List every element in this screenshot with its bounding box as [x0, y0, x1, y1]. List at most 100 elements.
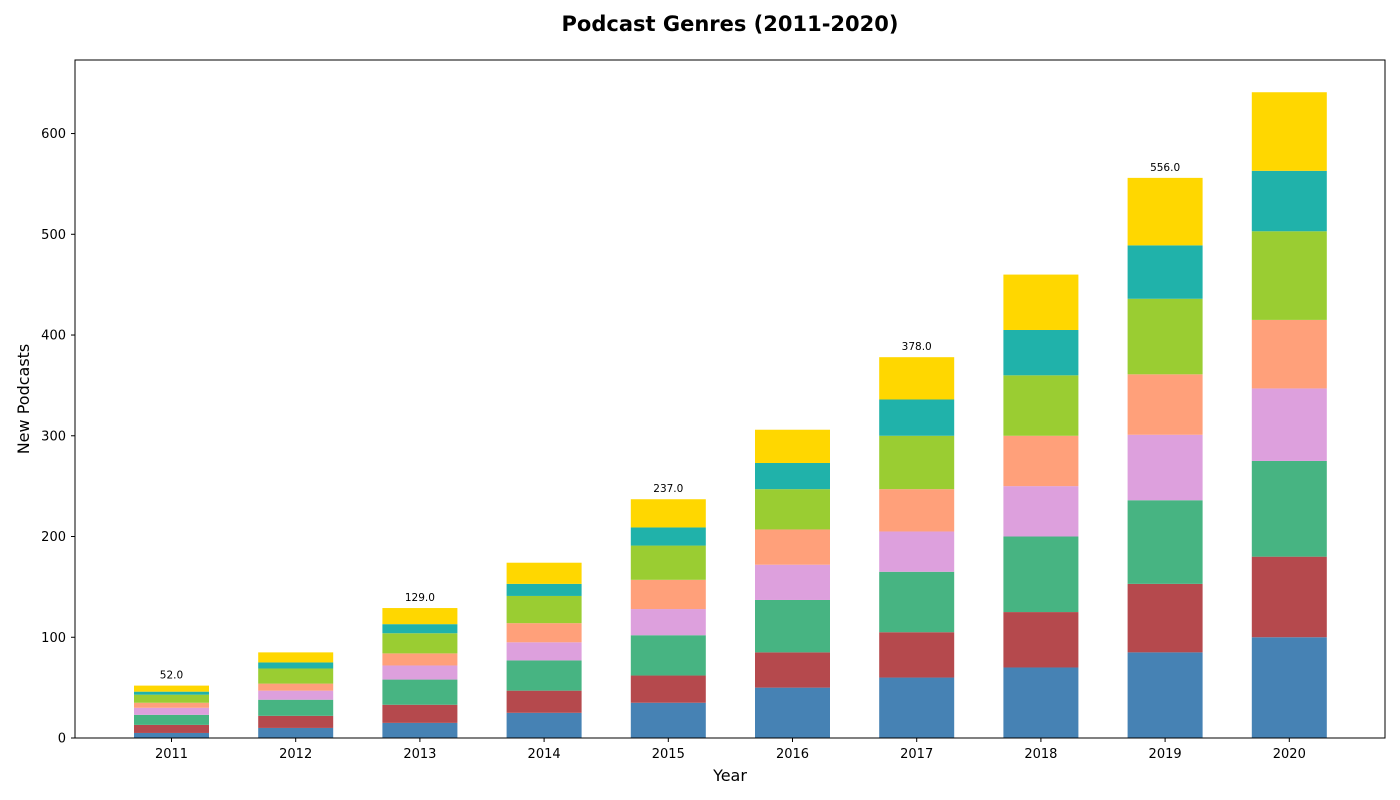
bar-segment-2015-s5 [630, 579, 706, 610]
bar-segment-2016-s2 [755, 652, 830, 688]
bar-segment-2020-s3 [1251, 460, 1327, 557]
y-tick-label-0: 0 [58, 732, 66, 747]
bar-segment-2012-s7 [258, 662, 334, 669]
bar-segment-2020-s2 [1251, 556, 1327, 638]
bar-segment-2018-s6 [1003, 375, 1079, 436]
bar-segment-2015-s7 [630, 527, 706, 546]
bar-segment-2020-s7 [1251, 170, 1327, 232]
bar-segment-2019-s4 [1127, 434, 1203, 501]
bar-segment-2019-s5 [1127, 374, 1203, 435]
x-tick-label-2016: 2016 [776, 747, 809, 762]
total-label-2015: 237.0 [653, 483, 683, 495]
x-tick-label-2019: 2019 [1149, 747, 1182, 762]
bar-segment-2012-s1 [258, 727, 334, 738]
bar-segment-2014-s2 [506, 690, 582, 713]
x-tick-label-2015: 2015 [652, 747, 685, 762]
bar-segment-2018-s8 [1003, 274, 1079, 330]
x-tick-label-2012: 2012 [279, 747, 312, 762]
bar-segment-2018-s3 [1003, 536, 1079, 613]
bar-segment-2013-s6 [382, 633, 458, 654]
bar-segment-2012-s5 [258, 683, 334, 691]
x-axis: 2011 2012 2013 2014 2015 2016 2017 2018 2019 2020 [155, 738, 1306, 762]
bar-segment-2016-s1 [755, 687, 830, 738]
bar-segment-2011-s2 [134, 724, 209, 733]
bar-segment-2020-s5 [1251, 319, 1327, 389]
bar-segment-2014-s5 [506, 623, 582, 643]
bar-segment-2016-s8 [755, 429, 830, 463]
bar-segment-2020-s6 [1251, 231, 1327, 320]
chart-title: Podcast Genres (2011-2020) [562, 12, 899, 36]
bar-segment-2016-s6 [755, 489, 830, 530]
total-label-2017: 378.0 [902, 341, 932, 353]
bar-segment-2013-s7 [382, 624, 458, 634]
y-tick-label-500: 500 [41, 228, 66, 243]
x-axis-label: Year [712, 766, 747, 785]
bar-segment-2017-s1 [879, 677, 955, 738]
bar-segment-2015-s6 [630, 545, 706, 580]
bar-segment-2014-s4 [506, 642, 582, 661]
bar-segment-2018-s4 [1003, 486, 1079, 537]
bar-segment-2013-s4 [382, 665, 458, 680]
bar-segment-2017-s3 [879, 571, 955, 633]
bar-segment-2015-s3 [630, 635, 706, 676]
bar-segment-2017-s4 [879, 531, 955, 572]
bar-segment-2019-s6 [1127, 298, 1203, 375]
bar-segment-2018-s7 [1003, 329, 1079, 376]
bar-segment-2016-s3 [755, 599, 830, 653]
y-tick-label-100: 100 [41, 631, 66, 646]
bar-segment-2015-s1 [630, 702, 706, 738]
bar-segment-2015-s2 [630, 675, 706, 703]
bar-segment-2012-s4 [258, 690, 334, 700]
bar-segment-2016-s7 [755, 462, 830, 490]
bar-segment-2011-s6 [134, 694, 209, 703]
bar-segment-2012-s8 [258, 652, 334, 663]
bar-segment-2019-s1 [1127, 652, 1203, 738]
x-tick-label-2018: 2018 [1024, 747, 1057, 762]
y-axis: 0 100 200 300 400 500 600 [41, 127, 75, 747]
bar-segment-2011-s8 [134, 685, 209, 692]
bar-segment-2014-s8 [506, 562, 582, 584]
bar-segment-2014-s6 [506, 595, 582, 624]
bar-segment-2020-s8 [1251, 92, 1327, 171]
bar-segment-2015-s4 [630, 609, 706, 636]
bar-segment-2017-s2 [879, 632, 955, 678]
bar-segment-2014-s3 [506, 660, 582, 691]
plot-frame [74, 59, 1386, 739]
x-tick-label-2017: 2017 [900, 747, 933, 762]
total-label-2019: 556.0 [1150, 162, 1180, 174]
bar-segment-2020-s4 [1251, 388, 1327, 461]
bar-segment-2011-s4 [134, 707, 209, 715]
bar-segment-2014-s7 [506, 583, 582, 596]
y-tick-label-400: 400 [41, 329, 66, 344]
x-tick-label-2020: 2020 [1273, 747, 1306, 762]
bar-segment-2019-s7 [1127, 245, 1203, 299]
bar-segment-2017-s5 [879, 489, 955, 532]
x-tick-label-2013: 2013 [403, 747, 436, 762]
bar-segment-2011-s7 [134, 691, 209, 695]
bar-segment-2013-s3 [382, 679, 458, 705]
bar-segment-2014-s1 [506, 712, 582, 738]
total-label-2013: 129.0 [405, 592, 435, 604]
bar-segment-2013-s8 [382, 608, 458, 625]
x-tick-label-2014: 2014 [528, 747, 561, 762]
bar-segment-2019-s2 [1127, 583, 1203, 653]
y-tick-label-600: 600 [41, 127, 66, 142]
bar-segment-2013-s5 [382, 653, 458, 666]
bar-segment-2013-s1 [382, 722, 458, 738]
bar-segment-2018-s5 [1003, 435, 1079, 487]
bar-segment-2019-s3 [1127, 500, 1203, 584]
bar-segment-2017-s7 [879, 399, 955, 436]
bar-segment-2012-s6 [258, 668, 334, 684]
bar-segment-2015-s8 [630, 499, 706, 528]
bar-segment-2011-s1 [134, 732, 209, 738]
bars-group [134, 92, 1327, 738]
bar-segment-2011-s3 [134, 714, 209, 725]
total-labels-group: 52.0 129.0 237.0 378.0 556.0 [160, 162, 1180, 682]
bar-segment-2016-s5 [755, 529, 830, 565]
x-tick-label-2011: 2011 [155, 747, 188, 762]
y-axis-label: New Podcasts [14, 344, 33, 455]
bar-segment-2020-s1 [1251, 637, 1327, 738]
bar-segment-2018-s2 [1003, 612, 1079, 668]
